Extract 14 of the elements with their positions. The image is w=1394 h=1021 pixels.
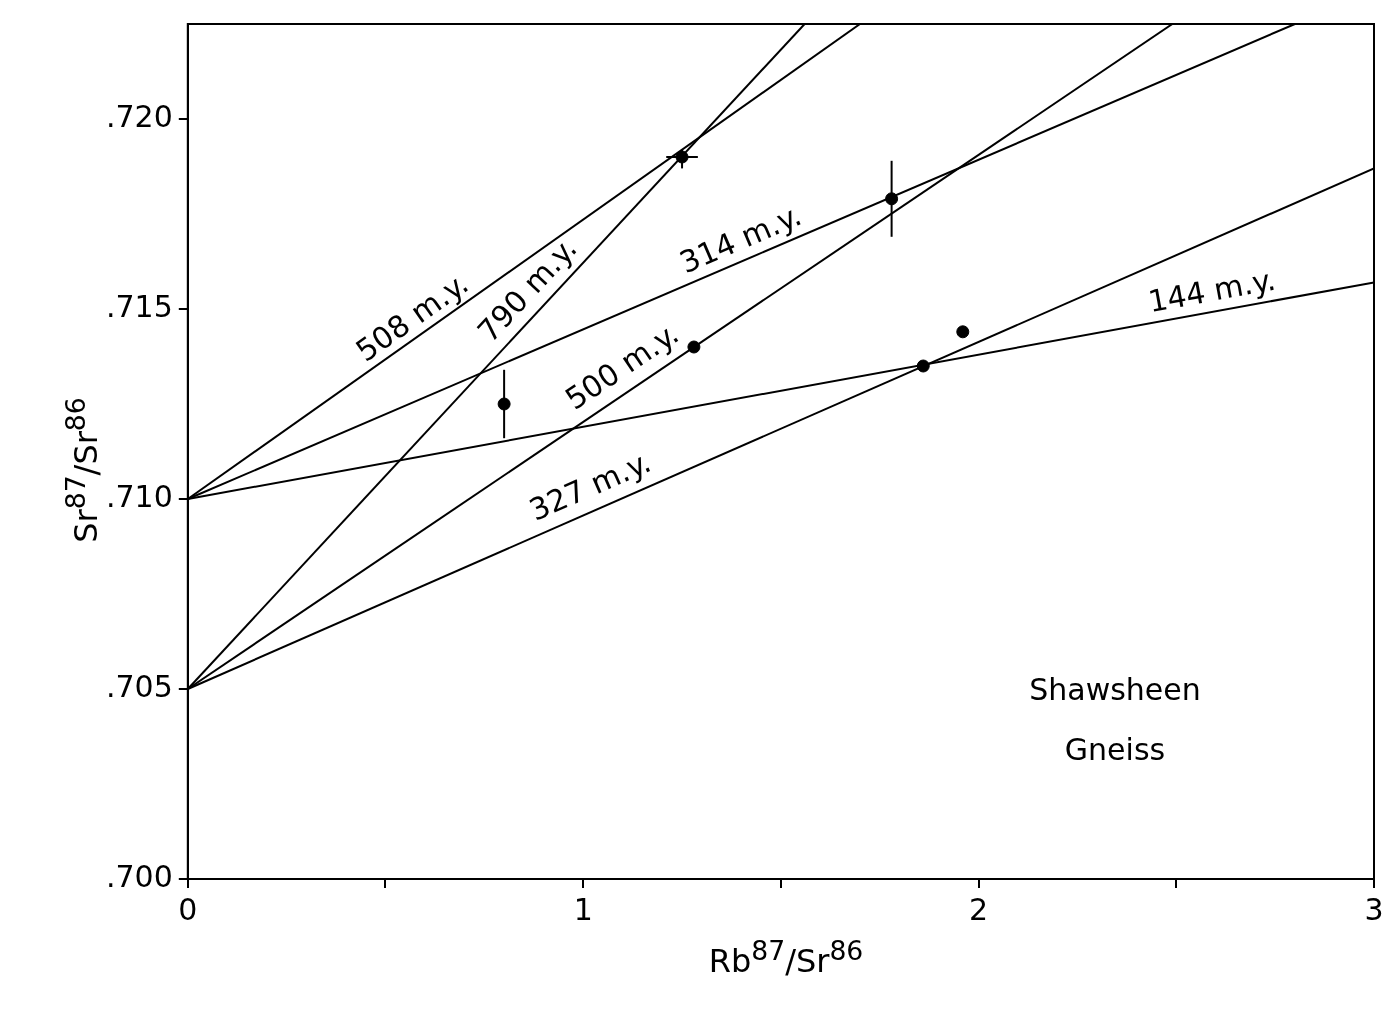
x-tick-label: 1 <box>573 891 593 927</box>
annotation: 314 m.y. <box>674 197 807 281</box>
x-tick-label: 3 <box>1364 891 1384 927</box>
annotation: 327 m.y. <box>523 443 656 528</box>
y-tick-label: .710 <box>106 478 173 514</box>
y-tick-label: .700 <box>106 858 173 894</box>
y-tick-label: .715 <box>106 288 173 324</box>
y-tick-label: .720 <box>106 98 173 134</box>
y-tick-label: .705 <box>106 668 173 704</box>
x-tick-label: 0 <box>178 891 198 927</box>
annotation: Shawsheen Gneiss <box>1028 671 1202 769</box>
annotation: 144 m.y. <box>1145 261 1279 320</box>
x-axis-title: Rb$^{87}$/Sr$^{86}$ <box>708 935 864 980</box>
x-tick-label: 2 <box>969 891 989 927</box>
